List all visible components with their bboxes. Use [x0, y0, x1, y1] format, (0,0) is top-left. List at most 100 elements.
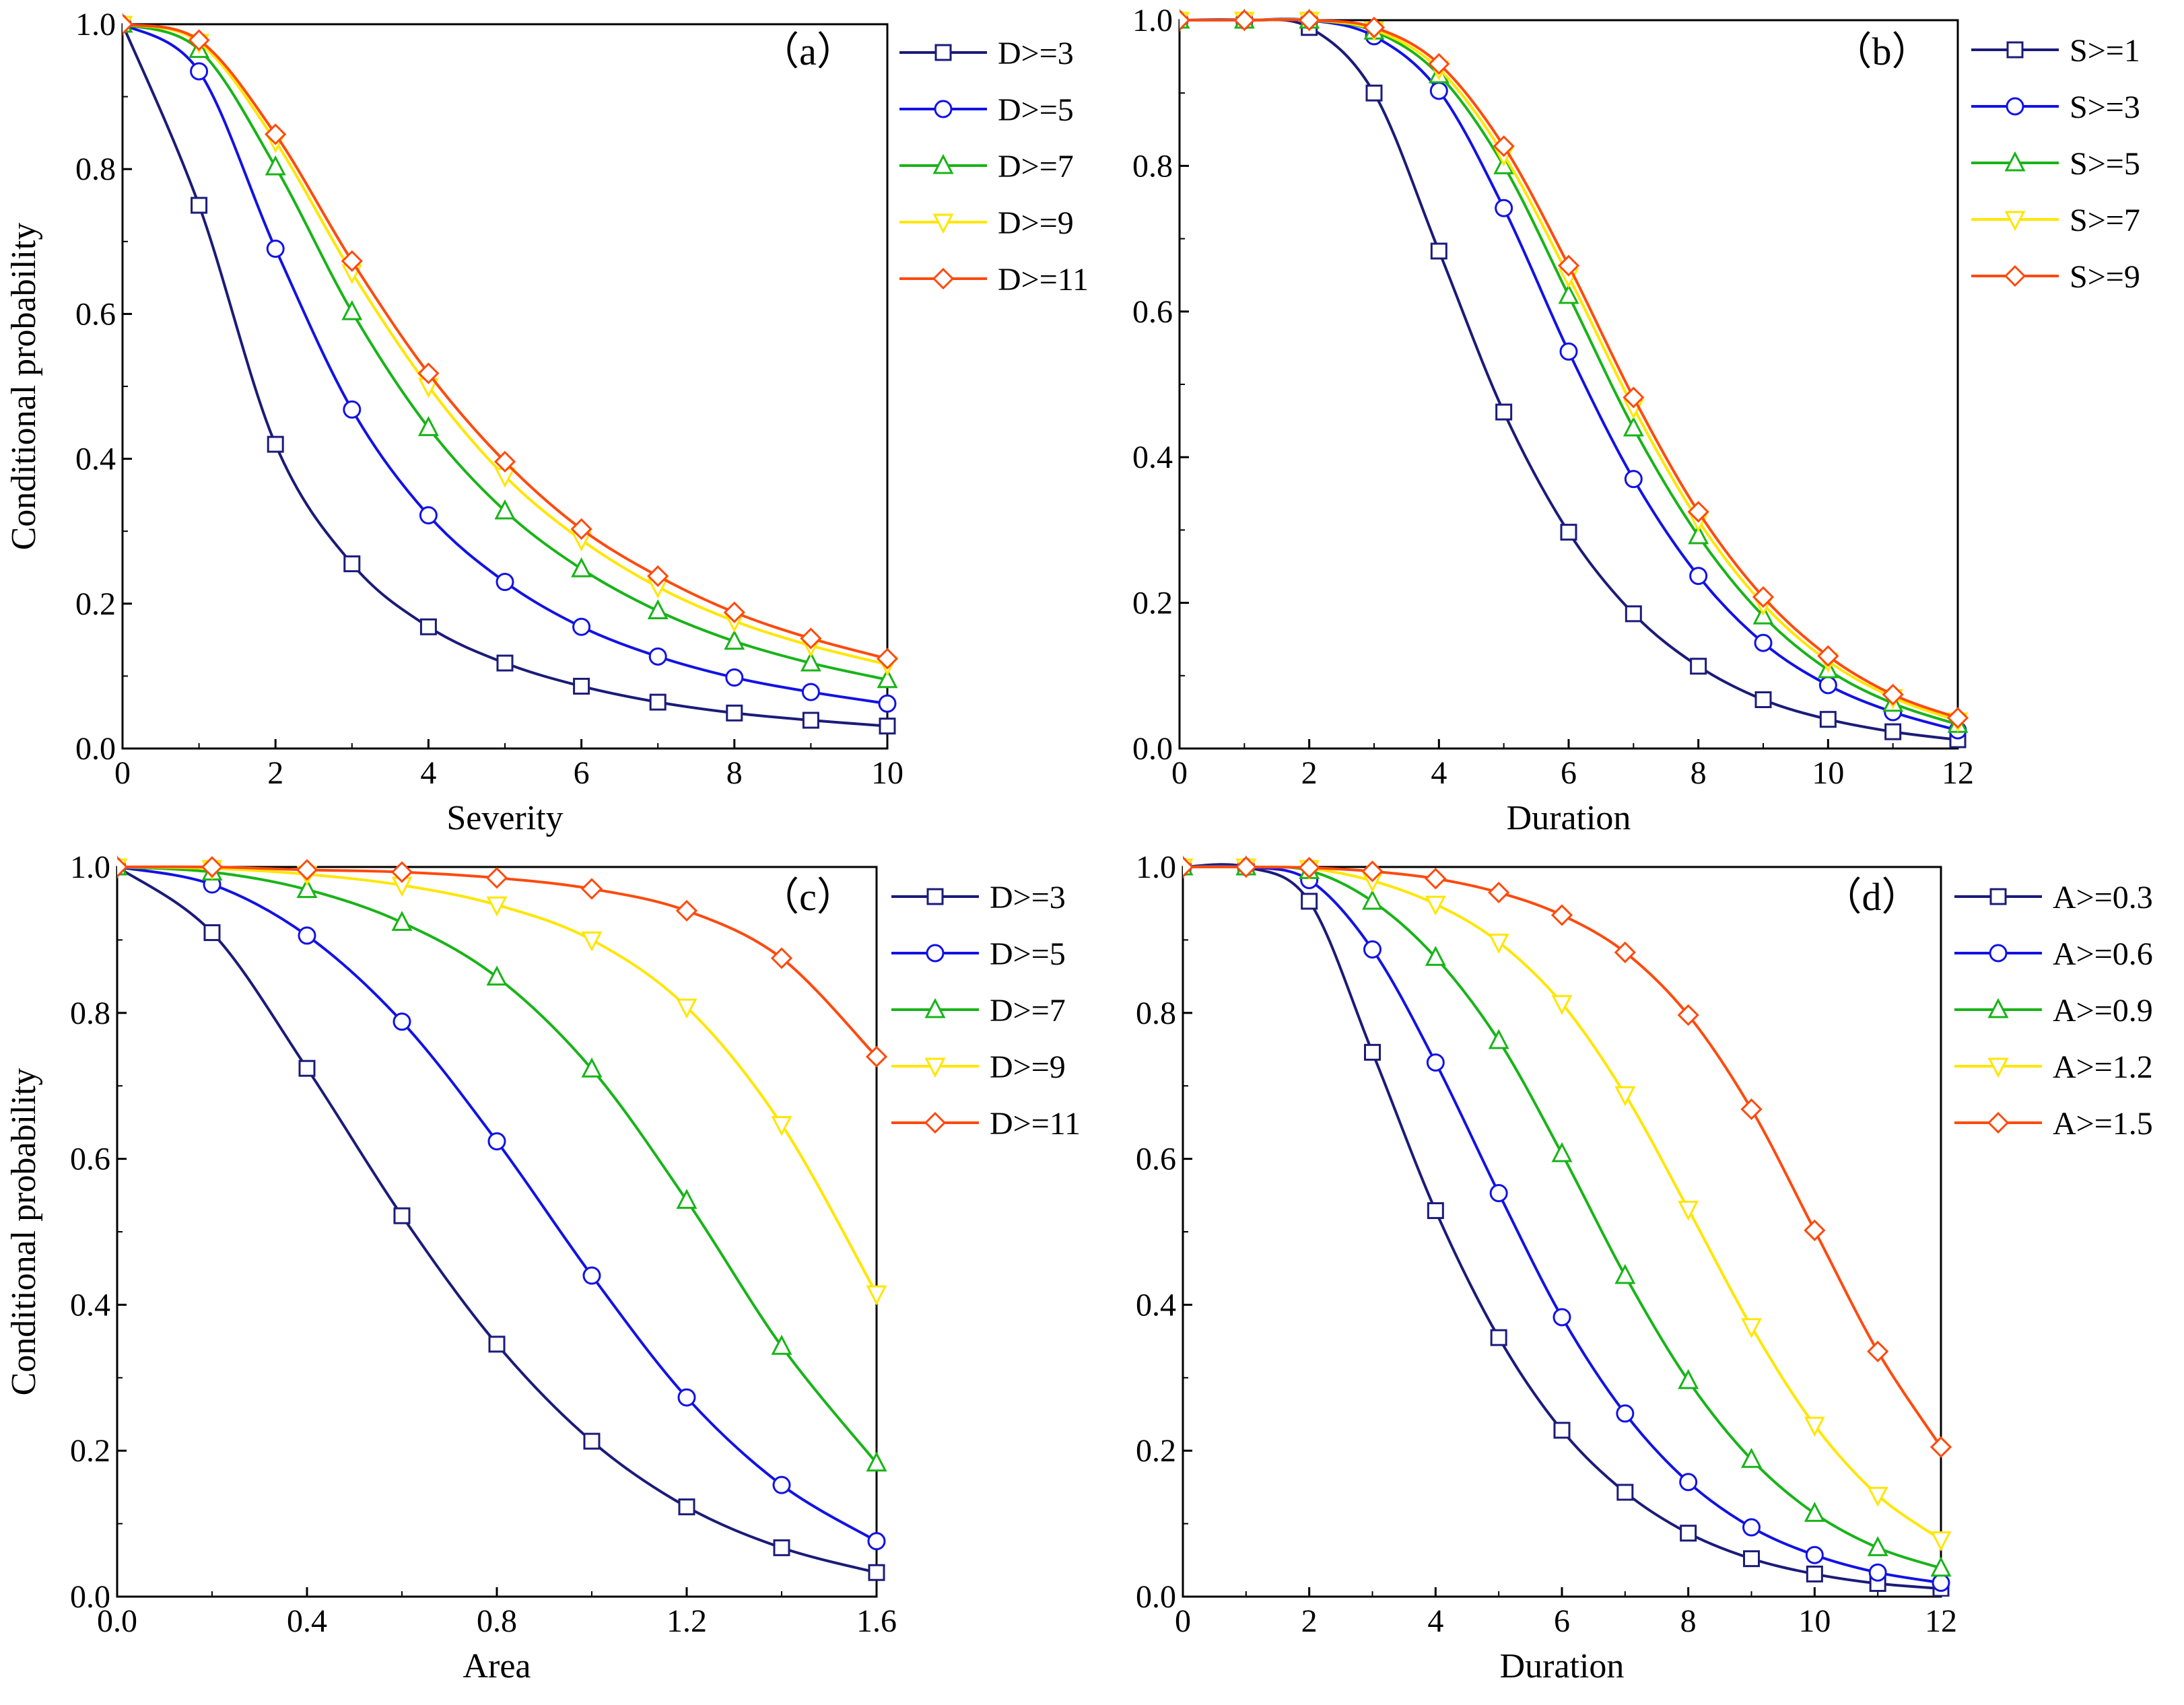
legend-marker: [1989, 888, 2007, 905]
data-point-marker: [267, 436, 284, 453]
data-point-marker: [1361, 860, 1384, 882]
data-point-marker: [1363, 16, 1386, 38]
data-point-marker: [1364, 1043, 1381, 1061]
data-point-marker: [190, 62, 209, 81]
data-point-marker: [393, 1012, 411, 1031]
x-tick-label: 1.6: [856, 1603, 897, 1639]
data-point-marker: [1614, 1086, 1636, 1107]
data-point-marker: [1930, 1436, 1952, 1458]
data-point-marker: [1946, 707, 1969, 729]
data-point-marker: [1817, 645, 1839, 667]
chart-panel-0: 0 2 4 6 8 10 0.0 0.2 0.4 0.6 0.8 1.0 Severity Conditi…: [5, 7, 1089, 837]
data-point-marker: [1298, 856, 1320, 879]
x-tick-label: 6: [1554, 1603, 1570, 1639]
data-point-marker: [1687, 501, 1709, 523]
y-axis-title: Conditional probability: [5, 1068, 43, 1396]
data-point-marker: [1495, 199, 1513, 217]
data-point-marker: [1754, 691, 1772, 709]
data-point-marker: [123, 13, 134, 36]
y-tick-label: 0.0: [70, 1579, 110, 1615]
legend-label: S>=7: [2070, 203, 2140, 238]
data-point-marker: [724, 629, 745, 650]
x-tick-label: 0.0: [97, 1603, 137, 1639]
data-point-marker: [266, 240, 285, 258]
data-point-marker: [1623, 386, 1645, 409]
y-tick-label: 0.8: [1132, 148, 1173, 184]
data-point-marker: [1429, 81, 1448, 100]
data-point-marker: [865, 1045, 888, 1068]
data-point-marker: [393, 1207, 411, 1224]
data-point-marker: [1235, 856, 1257, 878]
legend-label: S>=1: [2070, 33, 2140, 69]
legend-marker: [924, 1111, 947, 1134]
legend-label: D>=9: [998, 205, 1074, 241]
data-point-marker: [647, 599, 669, 620]
data-point-marker: [1488, 1029, 1509, 1049]
data-point-marker: [676, 998, 697, 1019]
legend-label: S>=3: [2070, 90, 2140, 125]
panel-label: （c）: [760, 875, 856, 919]
data-point-marker: [419, 506, 438, 525]
data-point-marker: [582, 1266, 601, 1285]
data-point-marker: [1932, 1573, 1950, 1592]
data-point-marker: [1560, 524, 1577, 541]
data-point-marker: [1180, 9, 1191, 32]
legend-marker: [2006, 41, 2024, 59]
data-point-marker: [1677, 1004, 1699, 1027]
data-point-marker: [877, 668, 898, 689]
data-point-marker: [496, 573, 514, 592]
y-tick-label: 0.8: [75, 151, 116, 187]
x-tick-label: 8: [1680, 1603, 1697, 1639]
legend-label: D>=11: [990, 1106, 1081, 1142]
data-point-marker: [866, 1285, 887, 1306]
legend-marker: [2004, 211, 2026, 232]
data-point-marker: [1867, 1536, 1888, 1556]
data-point-marker: [1805, 1545, 1824, 1564]
data-point-marker: [802, 711, 819, 729]
y-tick-label: 0.4: [70, 1287, 110, 1323]
data-point-marker: [866, 1451, 887, 1472]
legend-label: A>=1.2: [2053, 1049, 2153, 1085]
data-point-marker: [1690, 658, 1707, 675]
data-point-marker: [879, 718, 896, 735]
series-group: [117, 855, 888, 1581]
x-tick-label: 10: [1812, 755, 1844, 791]
data-point-marker: [678, 1498, 695, 1516]
data-point-marker: [1688, 524, 1709, 545]
data-point-marker: [188, 29, 210, 51]
data-point-marker: [1430, 242, 1447, 260]
legend-marker: [934, 44, 952, 61]
data-point-marker: [1616, 1484, 1634, 1501]
data-point-marker: [1362, 889, 1383, 910]
x-tick-label: 6: [574, 755, 590, 791]
data-point-marker: [1301, 893, 1318, 910]
data-point-marker: [203, 924, 221, 942]
data-point-marker: [573, 677, 590, 695]
data-point-marker: [772, 1475, 791, 1494]
data-point-marker: [117, 856, 129, 878]
data-point-marker: [1882, 683, 1904, 706]
x-tick-label: 4: [420, 755, 436, 791]
legend-label: D>=5: [990, 936, 1066, 972]
y-tick-label: 0.6: [75, 296, 116, 332]
data-point-marker: [1867, 1340, 1889, 1362]
y-tick-label: 0.4: [1136, 1287, 1176, 1323]
data-point-marker: [1425, 895, 1446, 916]
legend-marker: [2006, 97, 2024, 116]
panel-label: （a）: [760, 30, 856, 73]
legend-label: D>=9: [990, 1049, 1066, 1085]
data-point-marker: [1754, 633, 1773, 652]
chart-panel-3: 0 2 4 6 8 10 12 0.0 0.2 0.4 0.6 0.8 1.0 Duration （d） A>…: [1136, 849, 2153, 1685]
data-point-marker: [1428, 53, 1450, 75]
legend-label: A>=0.6: [2053, 936, 2153, 972]
data-point-marker: [1752, 586, 1775, 608]
y-tick-label: 0.6: [70, 1142, 110, 1177]
data-point-marker: [1426, 1053, 1445, 1072]
data-point-marker: [676, 1189, 697, 1209]
legend-marker: [2004, 151, 2026, 172]
legend: D>=3 D>=5 D>=7 D>=9 D>=11: [891, 880, 1081, 1142]
legend-marker: [924, 998, 946, 1018]
x-tick-label: 4: [1427, 1603, 1443, 1639]
data-point-marker: [1365, 84, 1383, 102]
